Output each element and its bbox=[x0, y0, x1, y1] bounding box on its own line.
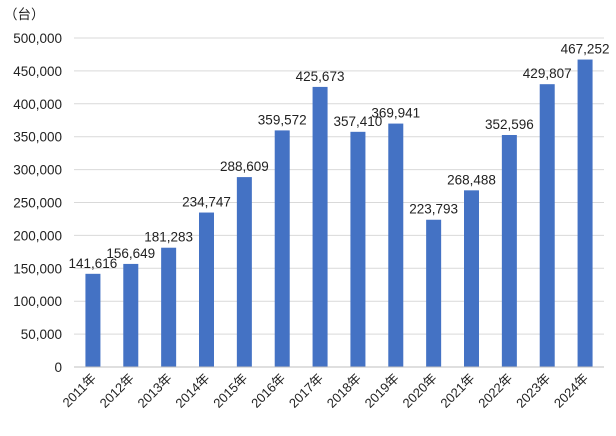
y-tick-label: 350,000 bbox=[13, 130, 62, 145]
y-tick-label: 50,000 bbox=[21, 327, 62, 342]
data-label: 357,410 bbox=[334, 114, 383, 129]
y-axis-unit-label: （台） bbox=[4, 7, 45, 22]
data-label: 429,807 bbox=[523, 66, 572, 81]
data-label: 352,596 bbox=[485, 117, 534, 132]
data-label: 467,252 bbox=[561, 42, 610, 57]
y-tick-label: 200,000 bbox=[13, 228, 62, 243]
bar bbox=[274, 130, 290, 367]
y-tick-label: 250,000 bbox=[13, 196, 62, 211]
x-tick-label: 2013年 bbox=[135, 371, 175, 411]
bar bbox=[501, 134, 517, 367]
bar bbox=[350, 131, 366, 367]
bar bbox=[236, 177, 252, 367]
y-tick-label: 300,000 bbox=[13, 163, 62, 178]
bar bbox=[123, 263, 139, 367]
y-tick-label: 150,000 bbox=[13, 261, 62, 276]
data-label: 369,941 bbox=[371, 106, 420, 121]
y-tick-label: 450,000 bbox=[13, 64, 62, 79]
x-tick-label: 2024年 bbox=[551, 371, 591, 411]
bar bbox=[464, 190, 479, 367]
y-axis-ticks: 0 50,000 100,000 150,000 200,000 250,000 300,0… bbox=[13, 31, 62, 375]
bar bbox=[199, 212, 214, 367]
bar bbox=[539, 84, 555, 367]
bar bbox=[161, 247, 177, 367]
bar bbox=[388, 123, 404, 367]
x-axis-labels: 2011年2012年2013年2014年2015年2016年2017年2018年… bbox=[59, 371, 591, 411]
data-label: 234,747 bbox=[182, 195, 231, 210]
x-tick-label: 2016年 bbox=[248, 371, 288, 411]
x-tick-label: 2017年 bbox=[286, 371, 326, 411]
data-label: 268,488 bbox=[447, 172, 496, 187]
y-tick-label: 0 bbox=[54, 360, 62, 375]
y-tick-label: 400,000 bbox=[13, 97, 62, 112]
data-label: 223,793 bbox=[409, 202, 458, 217]
bar bbox=[426, 219, 442, 367]
x-tick-label: 2020年 bbox=[400, 371, 440, 411]
x-tick-label: 2023年 bbox=[513, 371, 553, 411]
data-label: 156,649 bbox=[106, 246, 155, 261]
y-tick-label: 500,000 bbox=[13, 31, 62, 46]
data-label: 425,673 bbox=[296, 69, 345, 84]
data-label: 359,572 bbox=[258, 112, 307, 127]
x-tick-label: 2012年 bbox=[97, 371, 137, 411]
x-tick-label: 2015年 bbox=[210, 371, 250, 411]
x-tick-label: 2011年 bbox=[59, 371, 99, 411]
x-tick-label: 2022年 bbox=[475, 371, 515, 411]
data-label: 181,283 bbox=[144, 230, 193, 245]
x-tick-label: 2014年 bbox=[172, 371, 212, 411]
bar bbox=[312, 86, 328, 367]
bar bbox=[577, 59, 593, 367]
bars bbox=[85, 59, 593, 367]
data-label: 141,616 bbox=[69, 256, 118, 271]
x-tick-label: 2021年 bbox=[437, 371, 477, 411]
y-tick-label: 100,000 bbox=[13, 294, 62, 309]
x-tick-label: 2019年 bbox=[362, 371, 402, 411]
bar bbox=[85, 273, 101, 367]
data-label: 288,609 bbox=[220, 159, 269, 174]
x-tick-label: 2018年 bbox=[324, 371, 364, 411]
